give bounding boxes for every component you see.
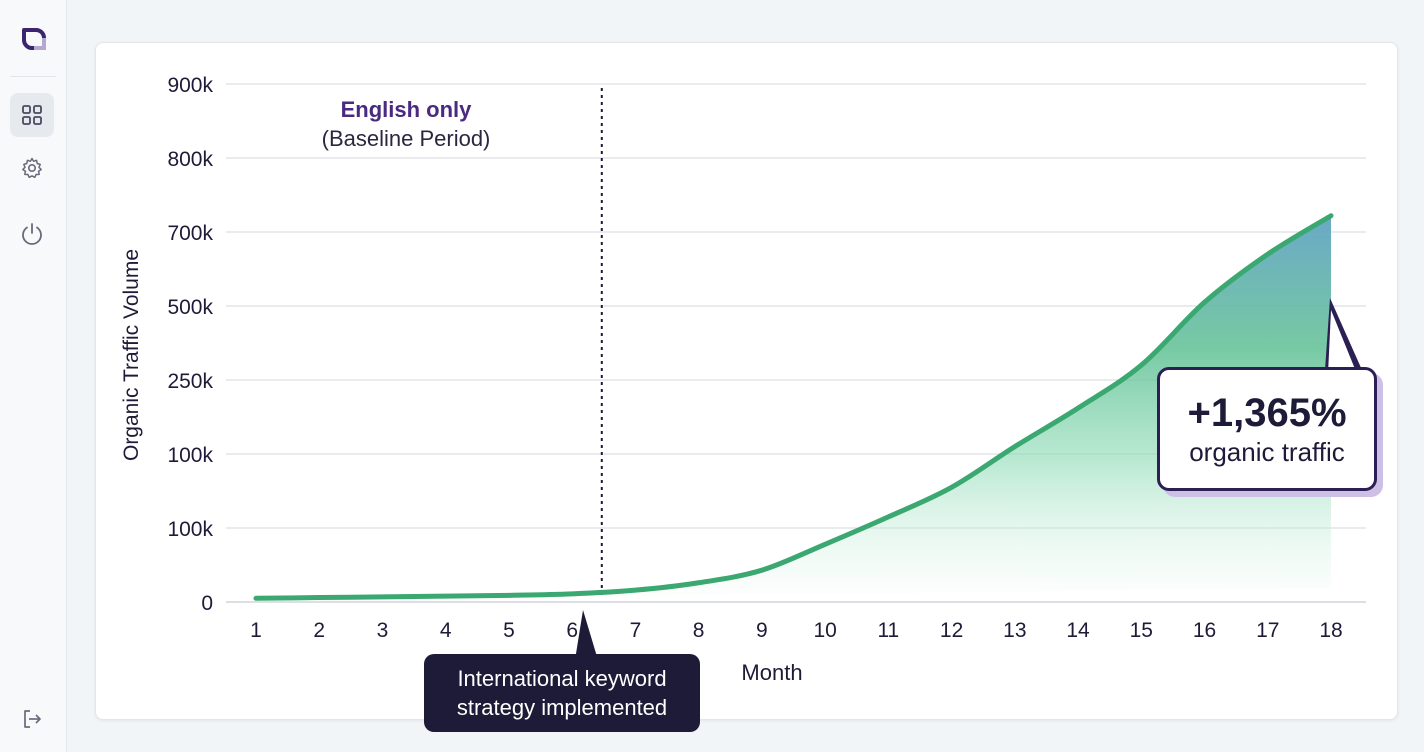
sidebar bbox=[0, 0, 67, 752]
x-tick-label: 15 bbox=[1130, 619, 1153, 642]
y-tick-label: 0 bbox=[201, 592, 213, 615]
x-tick-label: 3 bbox=[377, 619, 389, 642]
logout-icon bbox=[24, 710, 41, 728]
sidebar-divider bbox=[10, 76, 56, 77]
grid-icon bbox=[22, 105, 42, 125]
x-tick-label: 1 bbox=[250, 619, 262, 642]
x-tick-label: 16 bbox=[1193, 619, 1216, 642]
baseline-subtitle: (Baseline Period) bbox=[321, 126, 491, 151]
x-axis-ticks: 1 2 3 4 5 6 7 8 9 10 11 12 13 14 15 16 17 18 bbox=[250, 619, 1343, 642]
x-tick-label: 6 bbox=[566, 619, 578, 642]
sidebar-item-settings[interactable] bbox=[10, 146, 54, 190]
x-tick-label: 12 bbox=[940, 619, 963, 642]
y-tick-label: 100k bbox=[167, 518, 213, 541]
baseline-title: English only bbox=[340, 97, 472, 122]
sidebar-item-power[interactable] bbox=[10, 212, 54, 256]
y-tick-label: 100k bbox=[167, 444, 213, 467]
stat-pointer-inner bbox=[1328, 310, 1357, 374]
x-tick-label: 17 bbox=[1256, 619, 1279, 642]
y-axis-ticks: 0 100k 100k 250k 500k 700k 800k 900k bbox=[167, 74, 213, 615]
x-tick-label: 9 bbox=[756, 619, 768, 642]
data-points bbox=[255, 215, 1332, 599]
x-tick-label: 18 bbox=[1319, 619, 1342, 642]
y-tick-label: 500k bbox=[167, 296, 213, 319]
y-tick-label: 700k bbox=[167, 222, 213, 245]
growth-stat-callout: +1,365% organic traffic bbox=[1157, 367, 1377, 491]
y-tick-label: 800k bbox=[167, 148, 213, 171]
area-fill bbox=[603, 215, 1331, 596]
event-annotation: International keyword strategy implement… bbox=[424, 654, 700, 732]
power-icon bbox=[22, 223, 42, 245]
x-tick-label: 5 bbox=[503, 619, 515, 642]
x-tick-label: 14 bbox=[1066, 619, 1090, 642]
x-tick-label: 10 bbox=[813, 619, 836, 642]
event-pointer bbox=[575, 610, 598, 660]
x-tick-label: 13 bbox=[1003, 619, 1026, 642]
y-tick-label: 900k bbox=[167, 74, 213, 97]
event-annotation-line2: strategy implemented bbox=[456, 695, 668, 720]
y-axis-label: Organic Traffic Volume bbox=[120, 249, 143, 461]
sidebar-item-logout[interactable] bbox=[10, 697, 54, 741]
x-tick-label: 8 bbox=[693, 619, 705, 642]
x-tick-label: 7 bbox=[630, 619, 642, 642]
x-tick-label: 2 bbox=[313, 619, 325, 642]
growth-stat-caption: organic traffic bbox=[1189, 437, 1345, 467]
x-tick-label: 11 bbox=[877, 619, 899, 642]
x-tick-label: 4 bbox=[440, 619, 452, 642]
gear-icon bbox=[22, 157, 42, 179]
sidebar-item-dashboard[interactable] bbox=[10, 93, 54, 137]
brand-logo-icon[interactable] bbox=[18, 24, 48, 54]
growth-stat-value: +1,365% bbox=[1187, 391, 1347, 435]
x-axis-label: Month bbox=[741, 660, 802, 685]
y-tick-label: 250k bbox=[167, 370, 213, 393]
event-annotation-line1: International keyword bbox=[457, 666, 667, 691]
